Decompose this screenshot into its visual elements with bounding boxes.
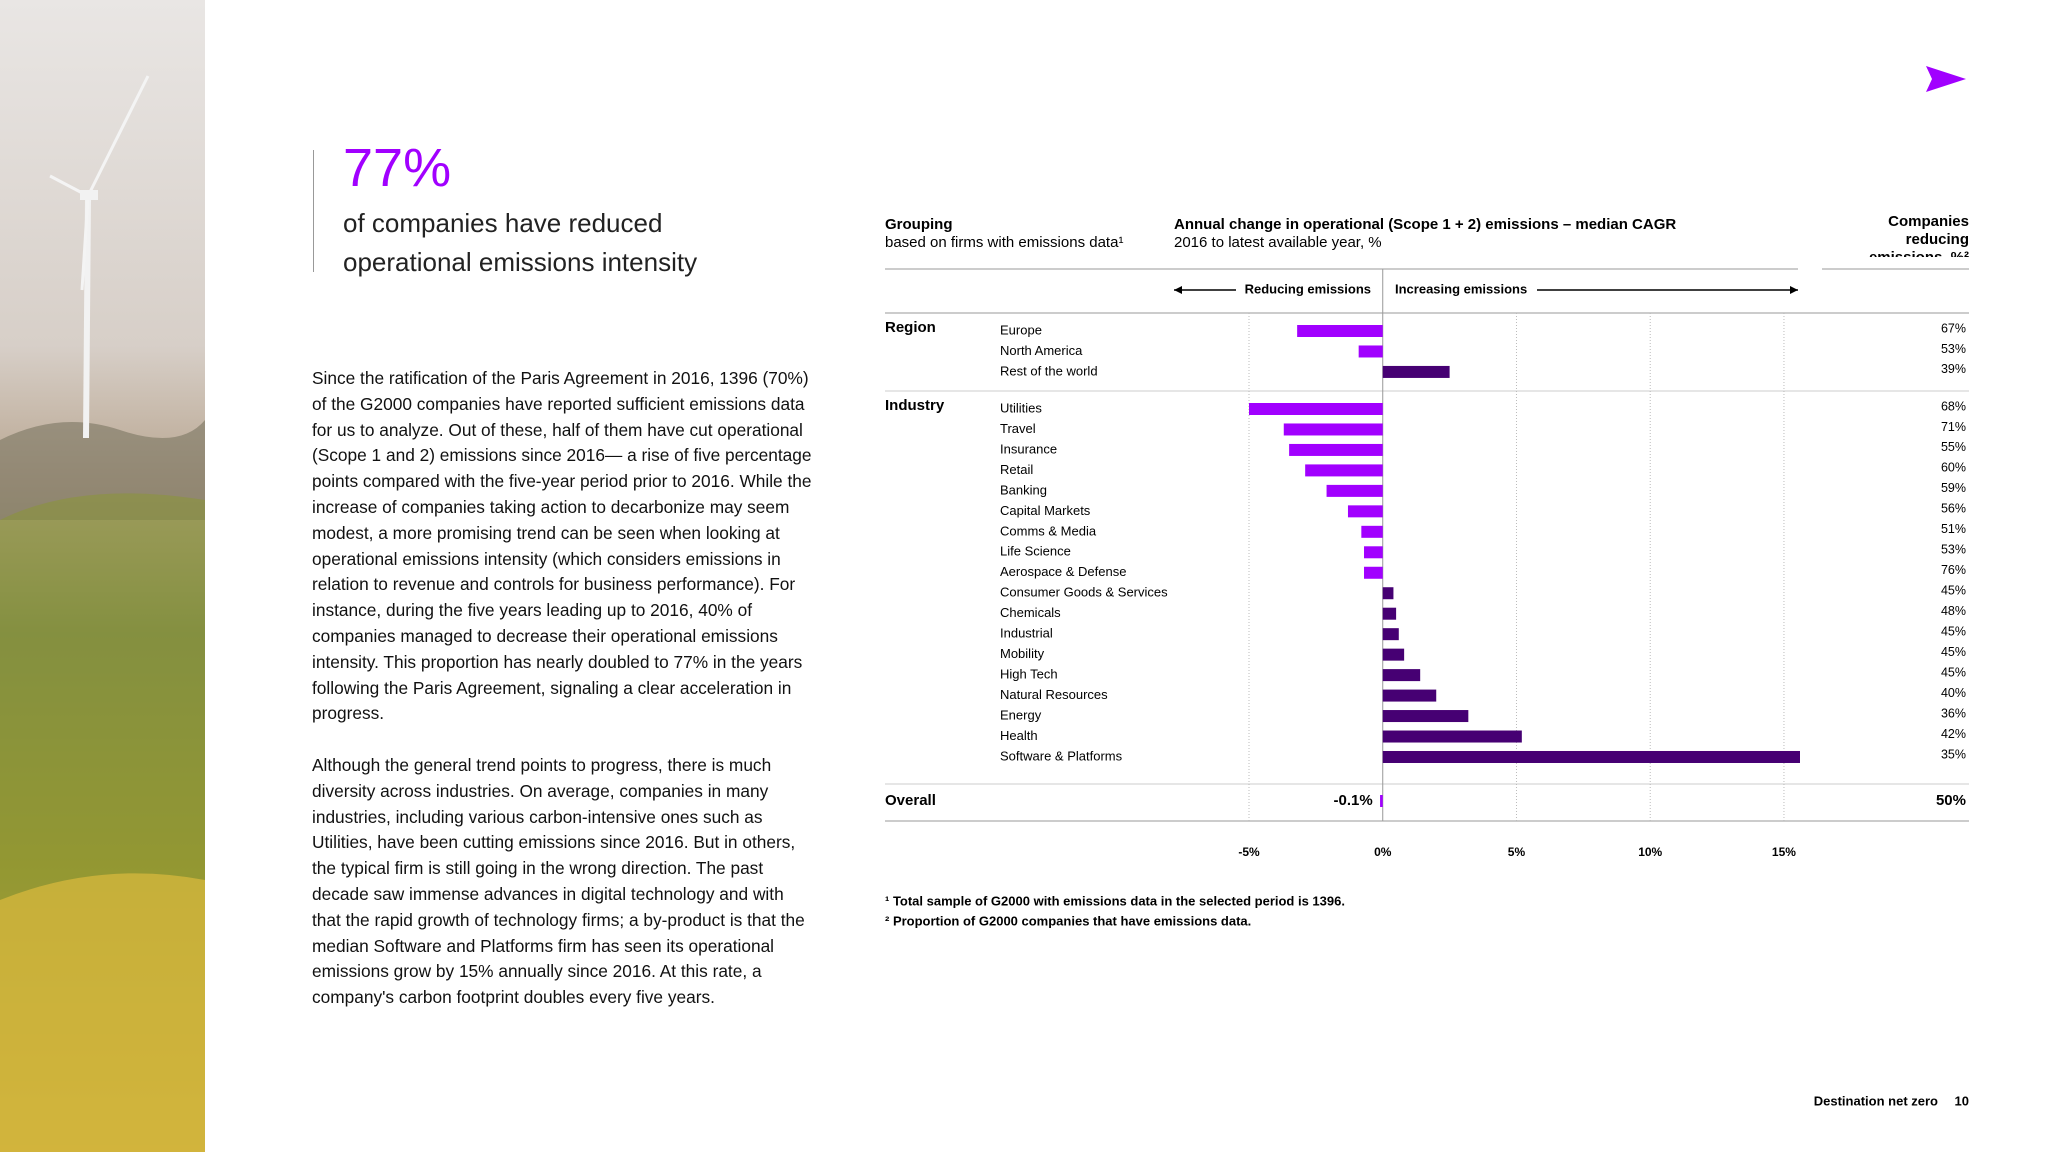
share-label: 45% — [1941, 584, 1966, 598]
share-label: 53% — [1941, 543, 1966, 557]
bar — [1249, 403, 1383, 415]
accent-rule — [313, 150, 314, 272]
bar — [1364, 546, 1383, 559]
grouping-subtitle: based on firms with emissions data¹ — [885, 234, 1123, 251]
group-label: Region — [885, 319, 936, 336]
bar — [1382, 710, 1469, 723]
category-label: Software & Platforms — [1000, 748, 1123, 763]
category-label: Consumer Goods & Services — [1000, 585, 1168, 600]
x-tick-label: -5% — [1238, 845, 1260, 859]
share-label: 68% — [1941, 399, 1966, 413]
share-label: 48% — [1941, 604, 1966, 618]
category-label: High Tech — [1000, 667, 1058, 682]
share-label: 45% — [1941, 645, 1966, 659]
overall-share: 50% — [1936, 792, 1966, 809]
category-label: Banking — [1000, 482, 1047, 497]
footnote: ¹ Total sample of G2000 with emissions d… — [885, 893, 1345, 908]
category-label: Mobility — [1000, 646, 1045, 661]
bar — [1305, 464, 1383, 477]
headline: of companies have reduced operational em… — [343, 208, 698, 277]
bar — [1382, 689, 1437, 702]
bar — [1364, 566, 1383, 579]
category-label: Comms & Media — [1000, 523, 1097, 538]
bar — [1382, 669, 1421, 682]
arrow-head — [1790, 286, 1798, 294]
category-label: Health — [1000, 728, 1038, 743]
overall-label: Overall — [885, 792, 936, 809]
paragraph: Since the ratification of the Paris Agre… — [312, 368, 812, 724]
category-label: Natural Resources — [1000, 687, 1108, 702]
reducing-label: Reducing emissions — [1245, 281, 1371, 296]
bar — [1326, 484, 1383, 497]
category-label: Energy — [1000, 707, 1042, 722]
share-label: 36% — [1941, 706, 1966, 720]
bar — [1283, 423, 1383, 436]
bar — [1382, 750, 1800, 763]
bar — [1382, 607, 1397, 620]
bar — [1382, 730, 1522, 743]
category-label: Chemicals — [1000, 605, 1061, 620]
arrow-head — [1174, 286, 1182, 294]
category-label: Life Science — [1000, 544, 1071, 559]
footnote: ² Proportion of G2000 companies that hav… — [885, 913, 1251, 928]
chart-subtitle: 2016 to latest available year, % — [1174, 234, 1382, 251]
footer-title: Destination net zero — [1814, 1093, 1938, 1108]
page-number: 10 — [1955, 1093, 1969, 1108]
category-label: Aerospace & Defense — [1000, 564, 1126, 579]
x-tick-label: 0% — [1374, 845, 1392, 859]
category-label: North America — [1000, 343, 1083, 358]
category-label: Insurance — [1000, 441, 1057, 456]
share-label: 51% — [1941, 522, 1966, 536]
share-label: 60% — [1941, 461, 1966, 475]
category-label: Travel — [1000, 421, 1036, 436]
share-label: 53% — [1941, 342, 1966, 356]
share-label: 35% — [1941, 747, 1966, 761]
share-title-box: Companies reducing emissions, %² — [1869, 213, 1969, 257]
bar — [1382, 587, 1394, 600]
share-label: 45% — [1941, 624, 1966, 638]
category-label: Europe — [1000, 322, 1042, 337]
x-tick-label: 15% — [1772, 845, 1796, 859]
bar — [1382, 365, 1450, 378]
share-title: Companies reducing emissions, %² — [1869, 213, 1969, 257]
bar — [1289, 443, 1383, 456]
share-label: 42% — [1941, 727, 1966, 741]
category-label: Capital Markets — [1000, 503, 1091, 518]
category-label: Rest of the world — [1000, 363, 1098, 378]
bar — [1382, 628, 1399, 641]
group-label: Industry — [885, 397, 945, 414]
category-label: Industrial — [1000, 626, 1053, 641]
bar — [1297, 325, 1383, 337]
body-text: Since the ratification of the Paris Agre… — [312, 366, 812, 1037]
bar — [1382, 648, 1405, 661]
share-label: 71% — [1941, 420, 1966, 434]
bar — [1361, 525, 1383, 538]
increasing-label: Increasing emissions — [1395, 281, 1527, 296]
share-label: 45% — [1941, 665, 1966, 679]
x-tick-label: 5% — [1508, 845, 1526, 859]
category-label: Utilities — [1000, 400, 1042, 415]
chart-title: Annual change in operational (Scope 1 + … — [1174, 216, 1676, 233]
share-label: 39% — [1941, 362, 1966, 376]
x-tick-label: 10% — [1638, 845, 1662, 859]
share-label: 55% — [1941, 440, 1966, 454]
paragraph: Although the general trend points to pro… — [312, 754, 805, 1008]
bar — [1380, 795, 1383, 807]
share-label: 40% — [1941, 686, 1966, 700]
stat: 77% — [343, 138, 452, 198]
share-label: 76% — [1941, 563, 1966, 577]
bar — [1358, 345, 1383, 358]
landscape-photo — [0, 0, 205, 1152]
share-label: 67% — [1941, 321, 1966, 335]
share-label: 59% — [1941, 481, 1966, 495]
grouping-title: Grouping — [885, 216, 953, 233]
logo — [1926, 66, 1966, 92]
overall-value-label: -0.1% — [1334, 792, 1373, 809]
bar — [1347, 505, 1383, 518]
share-label: 56% — [1941, 502, 1966, 516]
category-label: Retail — [1000, 462, 1033, 477]
